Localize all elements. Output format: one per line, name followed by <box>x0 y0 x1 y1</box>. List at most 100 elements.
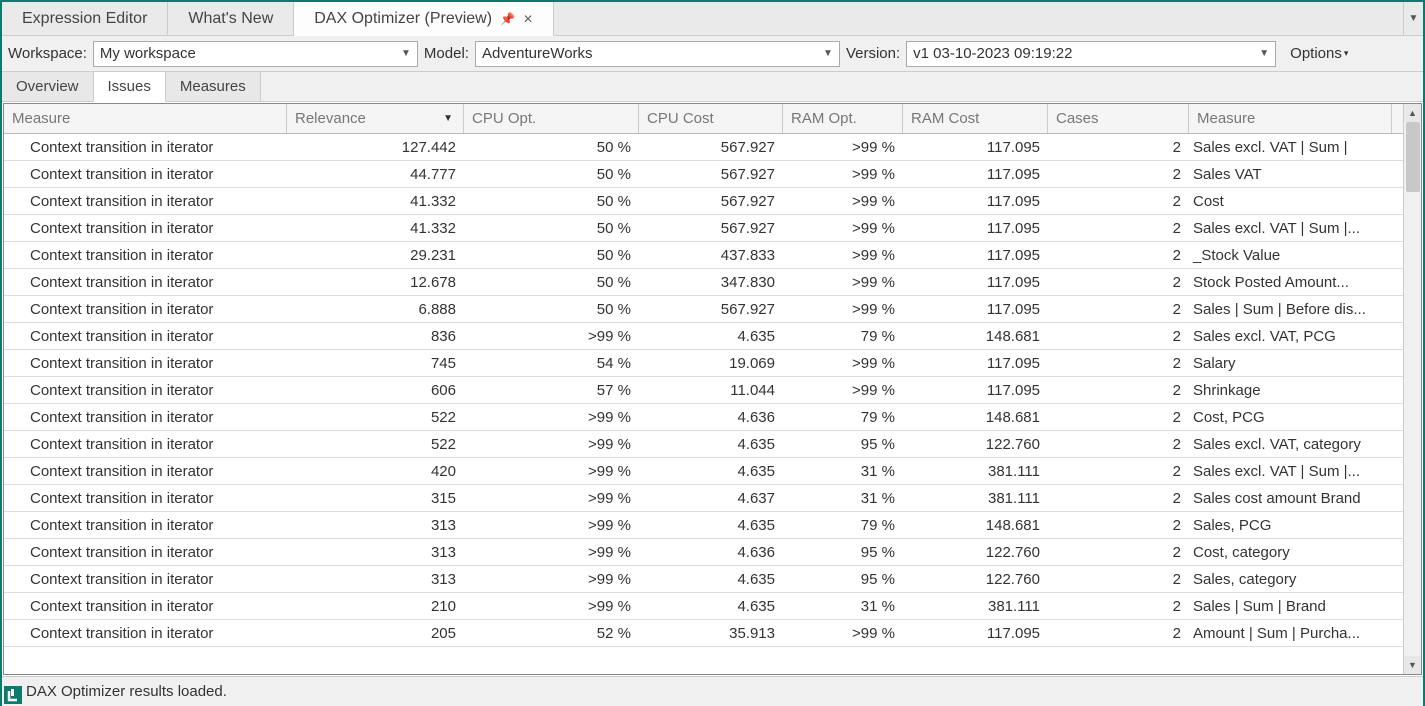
cell-measure2: Sales excl. VAT, category <box>1189 436 1392 453</box>
table-row[interactable]: Context transition in iterator127.44250 … <box>4 134 1403 161</box>
cell-measure: Context transition in iterator <box>4 355 287 372</box>
table-row[interactable]: Context transition in iterator313>99 %4.… <box>4 512 1403 539</box>
cell-cpucost: 567.927 <box>639 220 783 237</box>
workspace-select[interactable]: My workspace ▼ <box>93 41 418 67</box>
version-label: Version: <box>846 45 900 62</box>
cell-relevance: 6.888 <box>287 301 464 318</box>
col-header-cases[interactable]: Cases <box>1048 104 1189 133</box>
cell-measure2: Sales, PCG <box>1189 517 1392 534</box>
cell-ramcost: 381.111 <box>903 598 1048 615</box>
cell-measure2: Sales, category <box>1189 571 1392 588</box>
cell-cpucost: 11.044 <box>639 382 783 399</box>
table-row[interactable]: Context transition in iterator315>99 %4.… <box>4 485 1403 512</box>
scroll-down-icon[interactable]: ▼ <box>1404 656 1421 674</box>
table-row[interactable]: Context transition in iterator29.23150 %… <box>4 242 1403 269</box>
table-row[interactable]: Context transition in iterator60657 %11.… <box>4 377 1403 404</box>
issues-grid: Measure Relevance▼ CPU Opt. CPU Cost RAM… <box>3 103 1422 675</box>
cell-cases: 2 <box>1048 490 1189 507</box>
cell-relevance: 29.231 <box>287 247 464 264</box>
version-select[interactable]: v1 03-10-2023 09:19:22 ▼ <box>906 41 1276 67</box>
table-row[interactable]: Context transition in iterator74554 %19.… <box>4 350 1403 377</box>
cell-measure: Context transition in iterator <box>4 544 287 561</box>
table-row[interactable]: Context transition in iterator420>99 %4.… <box>4 458 1403 485</box>
scroll-up-icon[interactable]: ▲ <box>1404 104 1421 122</box>
cell-cases: 2 <box>1048 220 1189 237</box>
subtab-measures[interactable]: Measures <box>166 72 261 101</box>
col-header-measure2[interactable]: Measure <box>1189 104 1392 133</box>
cell-cases: 2 <box>1048 571 1189 588</box>
cell-measure: Context transition in iterator <box>4 436 287 453</box>
table-row[interactable]: Context transition in iterator41.33250 %… <box>4 188 1403 215</box>
cell-cpuopt: >99 % <box>464 463 639 480</box>
table-row[interactable]: Context transition in iterator6.88850 %5… <box>4 296 1403 323</box>
sort-desc-icon: ▼ <box>443 113 453 124</box>
table-row[interactable]: Context transition in iterator41.33250 %… <box>4 215 1403 242</box>
table-row[interactable]: Context transition in iterator522>99 %4.… <box>4 404 1403 431</box>
table-row[interactable]: Context transition in iterator313>99 %4.… <box>4 539 1403 566</box>
cell-cpucost: 4.635 <box>639 571 783 588</box>
table-row[interactable]: Context transition in iterator44.77750 %… <box>4 161 1403 188</box>
cell-measure2: _Stock Value <box>1189 247 1392 264</box>
cell-measure2: Sales | Sum | Brand <box>1189 598 1392 615</box>
subtab-label: Issues <box>108 78 151 95</box>
col-header-ramopt[interactable]: RAM Opt. <box>783 104 903 133</box>
col-header-cpucost[interactable]: CPU Cost <box>639 104 783 133</box>
cell-ramcost: 381.111 <box>903 463 1048 480</box>
version-value: v1 03-10-2023 09:19:22 <box>913 45 1072 62</box>
cell-cases: 2 <box>1048 517 1189 534</box>
tab-expression-editor[interactable]: Expression Editor <box>2 2 168 35</box>
cell-ramopt: 31 % <box>783 598 903 615</box>
scroll-track[interactable] <box>1404 122 1421 656</box>
status-bar: DAX Optimizer results loaded. <box>2 676 1423 706</box>
cell-measure2: Salary <box>1189 355 1392 372</box>
cell-relevance: 127.442 <box>287 139 464 156</box>
cell-cases: 2 <box>1048 625 1189 642</box>
cell-cpuopt: 50 % <box>464 247 639 264</box>
cell-relevance: 313 <box>287 517 464 534</box>
cell-measure: Context transition in iterator <box>4 166 287 183</box>
cell-relevance: 12.678 <box>287 274 464 291</box>
col-header-measure[interactable]: Measure <box>4 104 287 133</box>
cell-cpuopt: 54 % <box>464 355 639 372</box>
cell-cpuopt: >99 % <box>464 571 639 588</box>
cell-ramopt: 79 % <box>783 328 903 345</box>
cell-measure2: Sales excl. VAT | Sum |... <box>1189 463 1392 480</box>
cell-measure2: Sales | Sum | Before dis... <box>1189 301 1392 318</box>
table-row[interactable]: Context transition in iterator313>99 %4.… <box>4 566 1403 593</box>
close-icon[interactable]: ✕ <box>523 12 533 26</box>
grid-rows: Context transition in iterator127.44250 … <box>4 134 1403 674</box>
tab-whats-new[interactable]: What's New <box>168 2 294 35</box>
col-header-ramcost[interactable]: RAM Cost <box>903 104 1048 133</box>
cell-ramcost: 122.760 <box>903 571 1048 588</box>
chevron-down-icon: ▾ <box>1344 48 1349 59</box>
cell-cases: 2 <box>1048 409 1189 426</box>
cell-cpuopt: 52 % <box>464 625 639 642</box>
cell-ramopt: 95 % <box>783 436 903 453</box>
chevron-down-icon: ▼ <box>401 48 411 59</box>
scroll-thumb[interactable] <box>1406 122 1420 192</box>
cell-cpuopt: 50 % <box>464 301 639 318</box>
tab-dax-optimizer[interactable]: DAX Optimizer (Preview) 📌 ✕ <box>294 2 554 36</box>
cell-cases: 2 <box>1048 247 1189 264</box>
model-select[interactable]: AdventureWorks ▼ <box>475 41 840 67</box>
col-header-cpuopt[interactable]: CPU Opt. <box>464 104 639 133</box>
cell-measure: Context transition in iterator <box>4 517 287 534</box>
table-row[interactable]: Context transition in iterator20552 %35.… <box>4 620 1403 647</box>
col-header-relevance[interactable]: Relevance▼ <box>287 104 464 133</box>
subtab-overview[interactable]: Overview <box>2 72 94 101</box>
tab-overflow-dropdown[interactable]: ▼ <box>1403 2 1423 35</box>
subtab-issues[interactable]: Issues <box>94 72 166 102</box>
table-row[interactable]: Context transition in iterator836>99 %4.… <box>4 323 1403 350</box>
pin-icon[interactable]: 📌 <box>500 12 515 26</box>
cell-cases: 2 <box>1048 598 1189 615</box>
status-text: DAX Optimizer results loaded. <box>26 683 227 700</box>
table-row[interactable]: Context transition in iterator12.67850 %… <box>4 269 1403 296</box>
options-button[interactable]: Options ▾ <box>1282 41 1356 67</box>
cell-ramopt: >99 % <box>783 625 903 642</box>
tab-label: What's New <box>188 10 273 28</box>
table-row[interactable]: Context transition in iterator210>99 %4.… <box>4 593 1403 620</box>
table-row[interactable]: Context transition in iterator522>99 %4.… <box>4 431 1403 458</box>
scrollbar-vertical[interactable]: ▲ ▼ <box>1403 104 1421 674</box>
cell-measure: Context transition in iterator <box>4 490 287 507</box>
cell-cases: 2 <box>1048 355 1189 372</box>
